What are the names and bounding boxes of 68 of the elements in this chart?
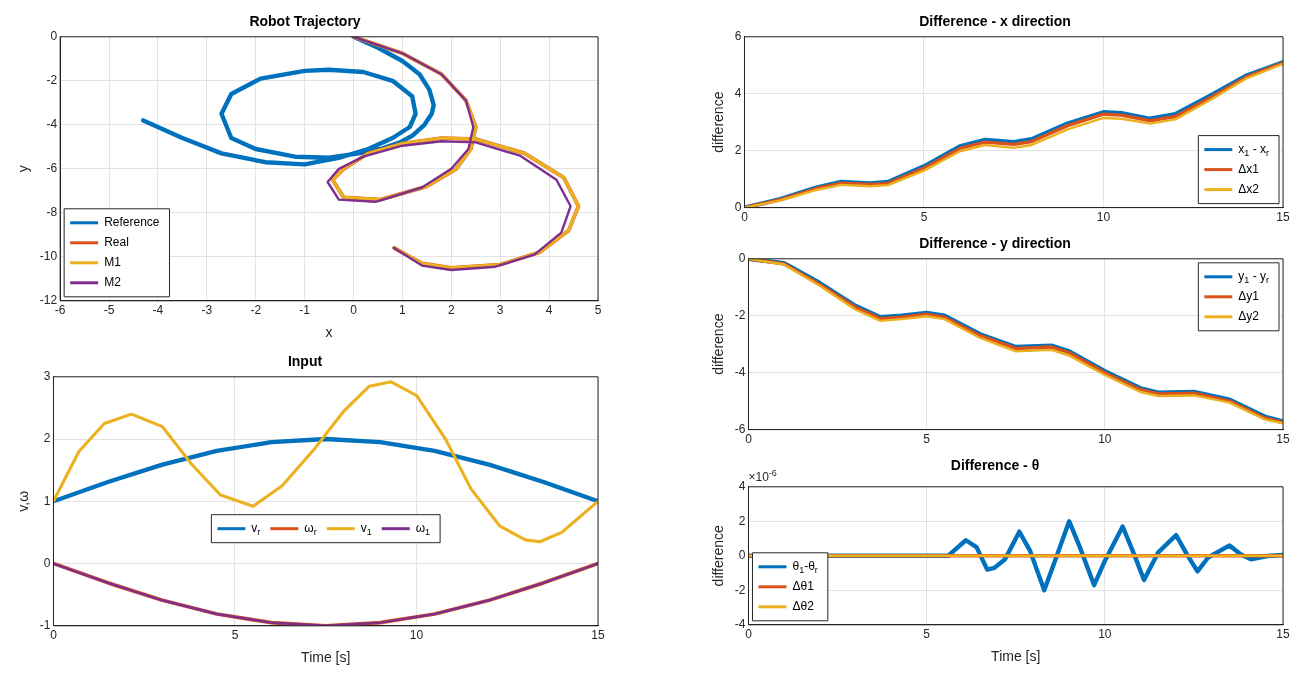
x-tick-label: 15: [591, 628, 605, 643]
x-tick-label: -2: [250, 303, 262, 318]
x-tick-label: 10: [1098, 432, 1112, 447]
y-tick-label: 4: [738, 479, 746, 494]
x-tick-label: -5: [103, 303, 115, 318]
y-tick-label: 4: [734, 86, 742, 101]
y-axis-title: difference: [710, 91, 727, 153]
y-axis-title: difference: [710, 313, 727, 375]
x-tick-label: 10: [1096, 210, 1111, 225]
y-tick-label: 0: [43, 555, 51, 570]
legend-label: M2: [104, 275, 122, 290]
legend-label: Reference: [104, 215, 160, 230]
y-tick-label: -4: [734, 364, 746, 379]
x-tick-label: 10: [1098, 627, 1112, 642]
legend-label: Δy1: [1238, 289, 1260, 304]
x-tick-label: 0: [350, 303, 358, 318]
y-tick-label: -10: [39, 249, 58, 264]
x-tick-label: 15: [1276, 627, 1290, 642]
x-tick-label: 5: [920, 210, 928, 225]
y-tick-label: -4: [46, 117, 58, 132]
x-axis-title: x: [325, 324, 333, 341]
legend-label: Δθ2: [792, 599, 815, 614]
y-tick-label: -6: [734, 421, 746, 436]
chart-title: Difference - y direction: [919, 235, 1071, 252]
y-tick-label: 6: [734, 29, 742, 44]
y-tick-label: 0: [734, 199, 742, 214]
legend-label: M1: [104, 255, 122, 270]
x-tick-label: -3: [201, 303, 213, 318]
x-tick-label: 5: [231, 628, 239, 643]
y-tick-label: 1: [43, 493, 51, 508]
y-tick-label: 0: [738, 251, 746, 266]
x-axis-title: Time [s]: [301, 649, 351, 666]
y-axis-title: y: [15, 165, 32, 173]
chart-title: Robot Trajectory: [249, 13, 361, 30]
y-tick-label: 3: [43, 369, 51, 384]
y-axis-title: v,ω: [15, 490, 32, 512]
x-tick-label: 5: [923, 432, 931, 447]
chart-title: Difference - x direction: [919, 13, 1071, 30]
legend-label: Real: [104, 235, 129, 250]
chart-title: Input: [287, 353, 323, 370]
x-tick-label: -4: [152, 303, 164, 318]
y-tick-label: 0: [738, 548, 746, 563]
y-tick-label: -12: [39, 293, 58, 308]
y-tick-label: -4: [734, 617, 746, 632]
x-tick-label: 2: [447, 303, 455, 318]
chart-title: Difference - θ: [950, 457, 1040, 474]
legend-label: Δx2: [1238, 181, 1260, 196]
y-axis-title: difference: [710, 524, 727, 587]
y-tick-label: 2: [738, 513, 746, 528]
x-tick-label: 15: [1276, 432, 1290, 447]
y-tick-label: -8: [46, 205, 58, 220]
x-tick-label: 5: [923, 627, 931, 642]
x-tick-label: 5: [594, 303, 602, 318]
x-tick-label: 10: [409, 628, 424, 643]
x-axis-title: Time [s]: [991, 648, 1041, 665]
x-tick-label: 15: [1276, 210, 1290, 225]
y-tick-label: 0: [50, 29, 58, 44]
legend-label: Δθ1: [792, 579, 815, 594]
x-tick-label: 1: [399, 303, 407, 318]
y-tick-label: -2: [734, 582, 746, 597]
y-tick-label: -2: [46, 73, 58, 88]
y-tick-label: 2: [734, 142, 742, 157]
x-tick-label: 3: [496, 303, 504, 318]
x-tick-label: 4: [545, 303, 553, 318]
y-tick-label: -6: [46, 161, 58, 176]
legend-label: Δy2: [1238, 309, 1260, 324]
x-tick-label: -1: [299, 303, 311, 318]
legend-label: Δx1: [1238, 161, 1260, 176]
